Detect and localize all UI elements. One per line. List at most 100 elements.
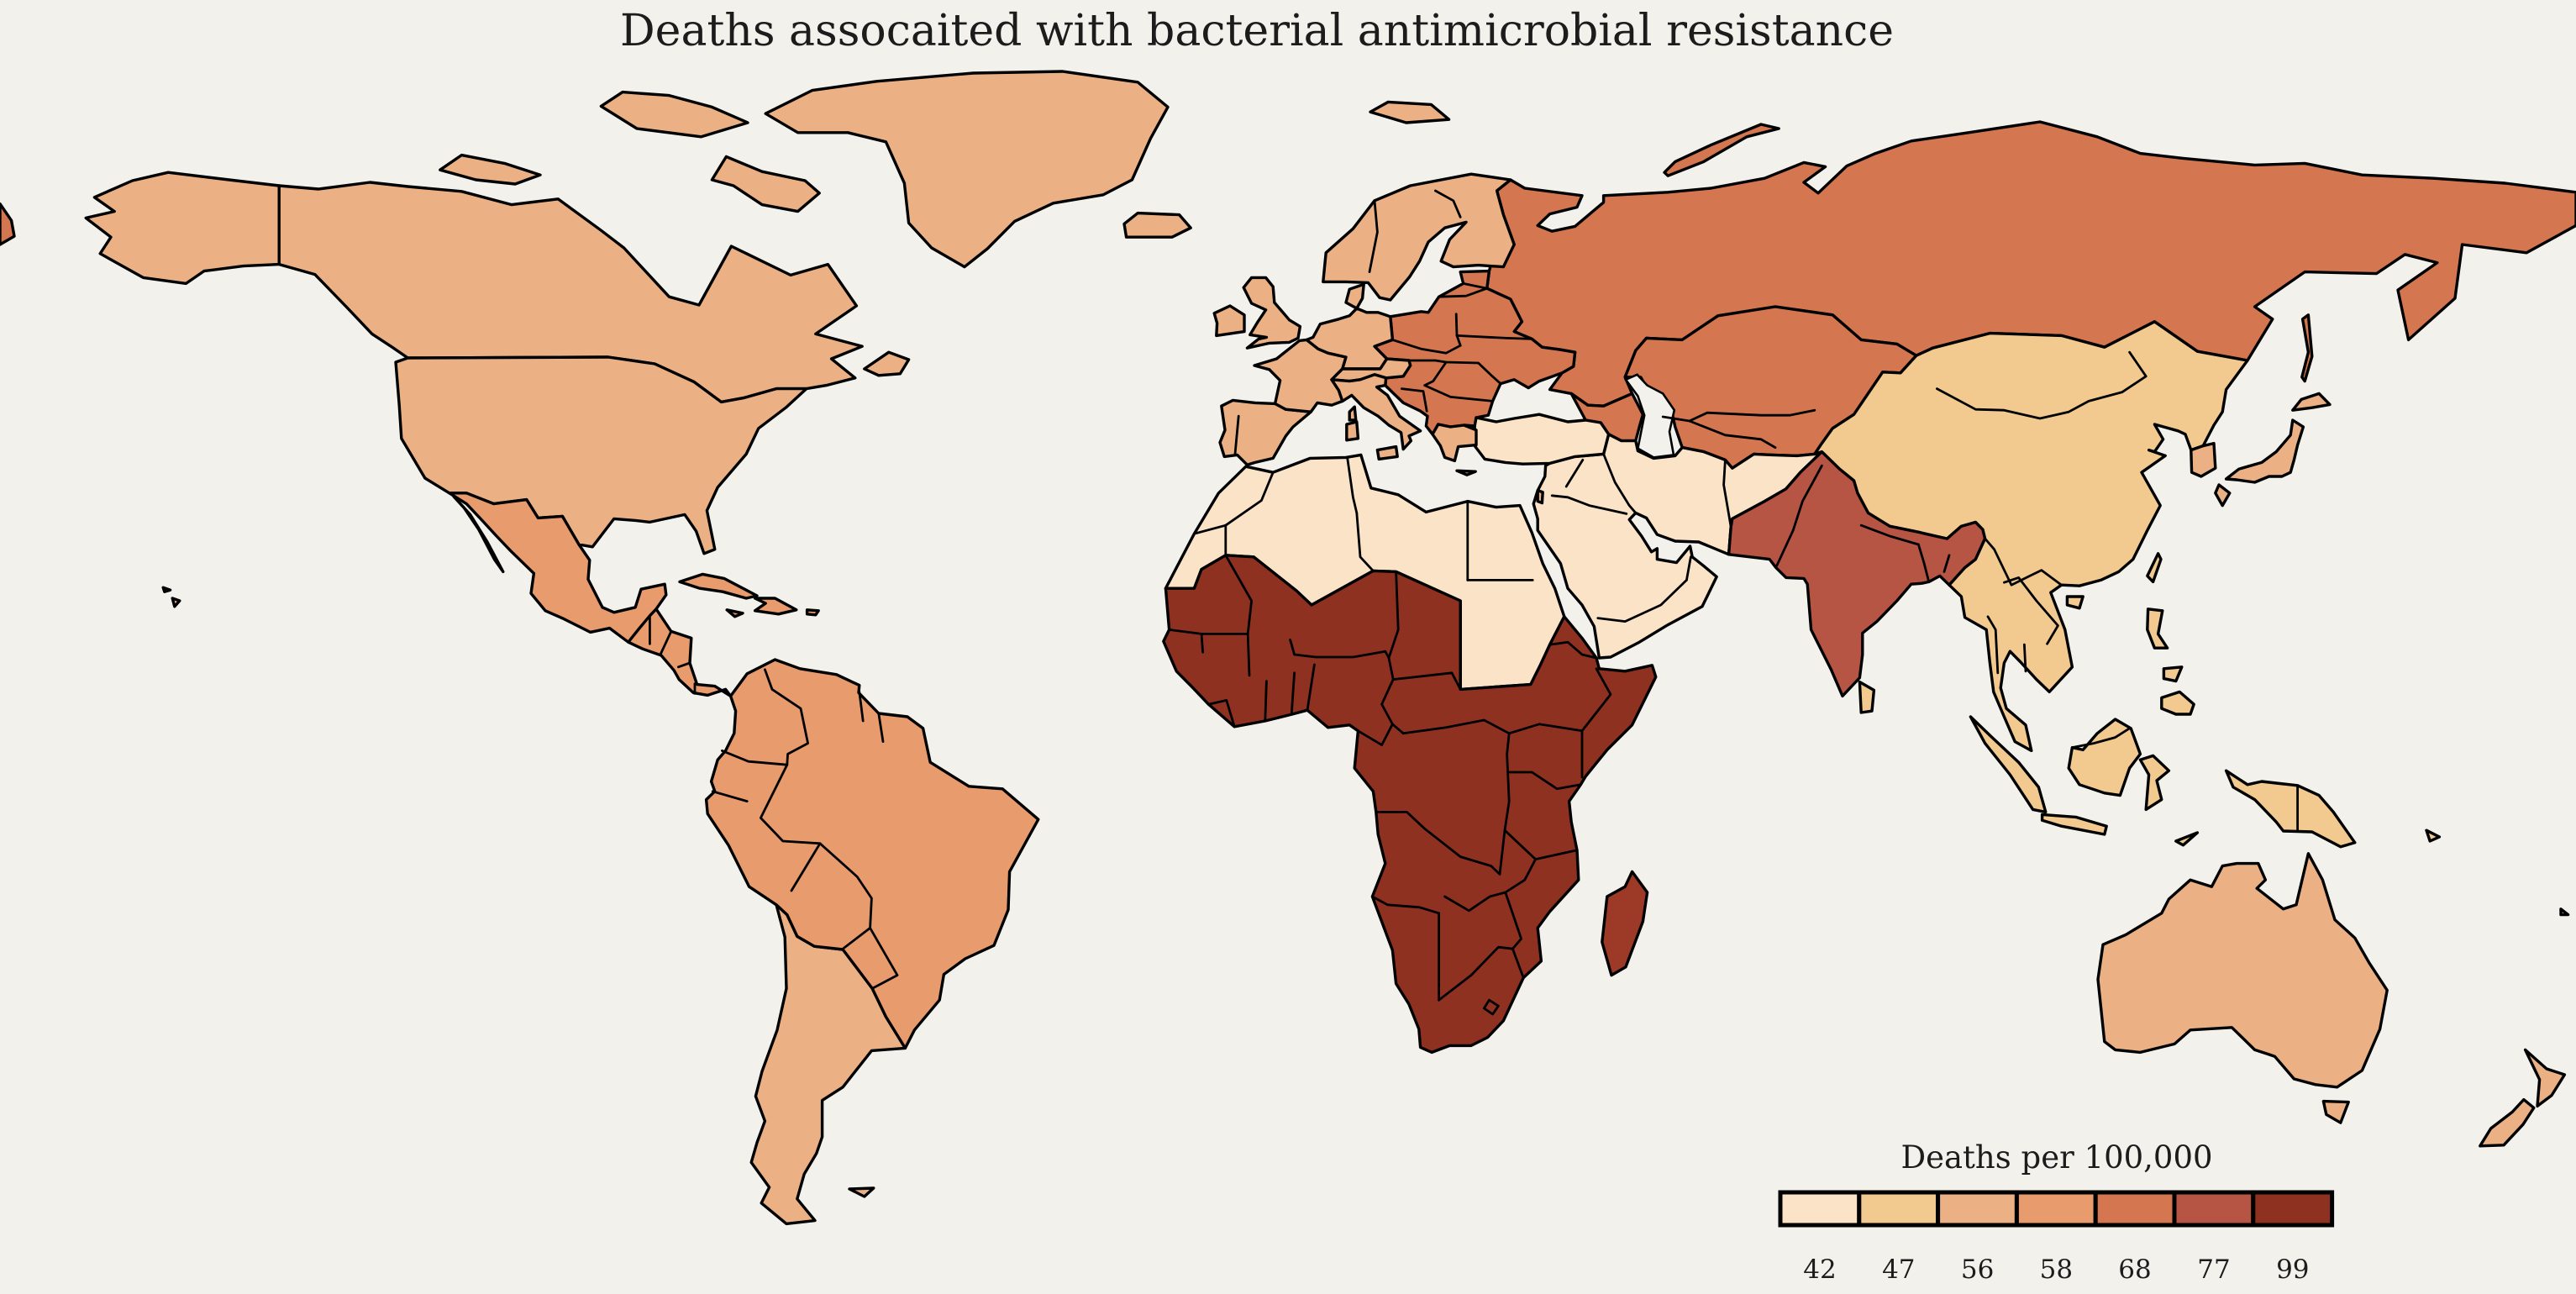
country-border-line (1289, 639, 1391, 660)
country-border-line (1483, 998, 1500, 1016)
country-border-line (1507, 723, 1584, 735)
region-new-zealand-north (2523, 1048, 2567, 1108)
country-border-line (1507, 771, 1582, 791)
region-ireland (1212, 304, 1246, 338)
country-border-line (1504, 891, 1522, 950)
region-crete (1455, 469, 1477, 476)
region-visayas (2162, 665, 2184, 683)
country-border-line (1375, 811, 1462, 858)
region-israel (1536, 489, 1544, 505)
region-hispaniola (753, 597, 798, 616)
country-border-line (1859, 523, 1920, 546)
region-madagascar (1601, 870, 1649, 977)
region-ellesmere-island (599, 90, 749, 139)
country-border-line (1207, 699, 1236, 729)
legend-label-58: 58 (2040, 1255, 2073, 1285)
region-japan-honshu (2224, 418, 2305, 484)
country-border-line (1423, 360, 1494, 402)
country-border-line (877, 712, 885, 743)
region-mexico (448, 492, 668, 644)
country-border-line (1498, 732, 1511, 876)
region-newfoundland (863, 350, 911, 377)
country-border-line (1391, 339, 1462, 355)
region-sri-lanka (1858, 680, 1876, 714)
region-south-korea (2190, 441, 2217, 478)
legend-label-68: 68 (2118, 1255, 2151, 1285)
legend-label-99: 99 (2276, 1255, 2309, 1285)
country-border-line (1380, 678, 1405, 735)
region-greenland (764, 70, 1170, 269)
region-sicily (1375, 444, 1399, 461)
region-sulawesi (2138, 754, 2171, 812)
legend-label-47: 47 (1882, 1255, 1915, 1285)
country-border-line (1661, 408, 1816, 423)
region-hawaii-2 (161, 586, 172, 593)
country-border-line (1401, 387, 1428, 413)
legend-label-77: 77 (2197, 1255, 2230, 1285)
region-novaya-zemlya (1663, 123, 1780, 177)
legend-label-56: 56 (1961, 1255, 1994, 1285)
region-timor (2174, 831, 2200, 847)
country-border-line (677, 661, 691, 669)
legend-swatches: 42 47 56 58 68 77 99 (1778, 1190, 2335, 1285)
region-greece (1431, 423, 1478, 463)
region-chukotka-sliver (0, 202, 16, 246)
region-puerto-rico (805, 608, 820, 617)
region-middle-east (1532, 433, 1824, 660)
country-border-line (659, 630, 673, 656)
region-sumatra (1969, 715, 2048, 814)
country-border-line (858, 691, 865, 723)
region-borneo (2067, 718, 2142, 797)
region-svalbard (1369, 100, 1451, 124)
country-border-line (1290, 671, 1296, 716)
country-border-line (1357, 723, 1394, 746)
region-new-guinea (2224, 769, 2357, 849)
region-sub-saharan-africa (1162, 554, 1658, 1055)
country-border-line (1775, 464, 1823, 567)
legend-swatch-42 (1778, 1190, 1862, 1228)
region-solomon-islands (2425, 828, 2442, 843)
region-luzon (2146, 608, 2169, 650)
map-regions (0, 70, 2576, 1226)
country-border-line (1580, 667, 1612, 733)
country-border-line (1550, 494, 1628, 515)
country-border-line (1200, 554, 1253, 635)
country-border-line (2071, 727, 2131, 749)
country-border-line (1368, 199, 1379, 273)
region-japan-hokkaido (2291, 392, 2332, 412)
legend-title: Deaths per 100,000 (1900, 1139, 2212, 1176)
country-border-line (1986, 615, 2000, 675)
legend-swatch-99 (2251, 1190, 2335, 1228)
country-border-line (1984, 537, 2063, 587)
region-tasmania (2321, 1099, 2350, 1124)
region-java (2040, 813, 2108, 836)
region-cuba (678, 572, 759, 600)
country-border-line (711, 790, 749, 802)
country-border-line (1455, 334, 1533, 340)
country-border-line (1224, 471, 1275, 527)
country-border-line (1459, 855, 1501, 876)
country-border-line (869, 927, 899, 990)
region-australia (2096, 852, 2389, 1089)
caspian-sea (1623, 373, 1676, 459)
country-border-line (1511, 947, 1525, 979)
country-border-line (1387, 656, 1462, 691)
country-border-line (1722, 459, 1732, 529)
region-new-zealand-south (2479, 1097, 2536, 1148)
country-border-line (721, 750, 822, 845)
region-victoria-island (439, 153, 542, 186)
country-border-line (1688, 419, 1777, 449)
region-hainan (2065, 595, 2084, 610)
region-central-america (627, 608, 733, 698)
country-border-line (1438, 945, 1514, 1002)
region-japan-kyushu (2214, 483, 2232, 508)
country-border-line (1564, 459, 1585, 488)
region-denmark (1344, 282, 1365, 310)
country-border-line (1401, 718, 1511, 735)
legend: Deaths per 100,000 42 47 56 58 68 77 99 (1778, 1139, 2335, 1285)
country-border-line (1685, 555, 1692, 581)
country-border-line (1387, 571, 1400, 660)
country-border-line (1407, 359, 1502, 385)
country-border-line (1462, 282, 1489, 290)
